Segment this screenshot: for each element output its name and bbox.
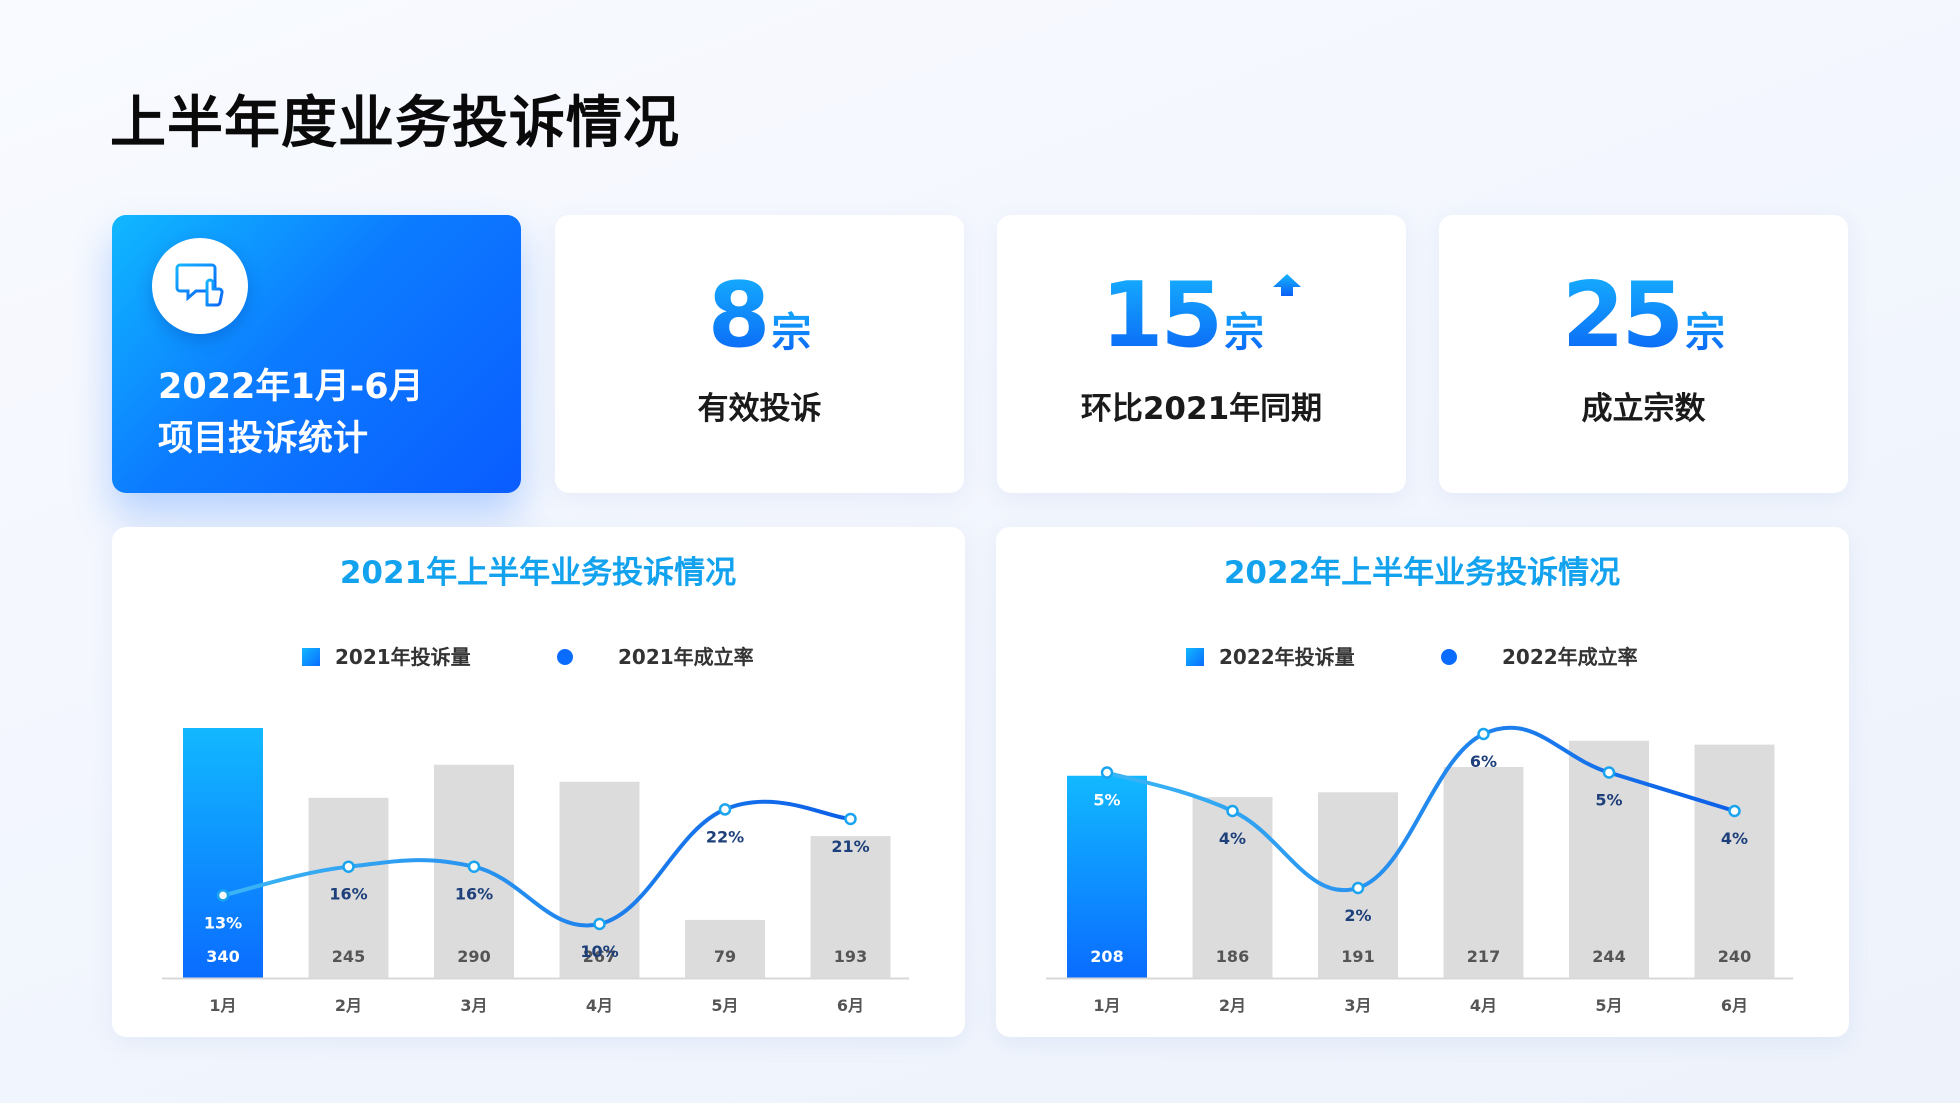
stat-label: 环比2021年同期 — [1080, 391, 1323, 427]
complaint-chat-icon — [152, 238, 248, 334]
chart-title: 2022年上半年业务投诉情况 — [1224, 555, 1620, 591]
x-tick-label: 4月 — [1470, 996, 1497, 1015]
x-tick-label: 1月 — [209, 996, 236, 1015]
legend-line-label: 2021年成立率 — [618, 645, 754, 669]
rate-point — [1100, 766, 1114, 779]
bar — [685, 919, 765, 978]
stat-value: 25 — [1561, 263, 1684, 368]
rate-label: 2% — [1344, 906, 1371, 925]
rate-label: 21% — [831, 837, 869, 856]
rate-line — [221, 799, 853, 928]
stat-value: 15 — [1100, 263, 1223, 368]
chart-2022: 2022年上半年业务投诉情况 2022年投诉量 2022年成立率 208 1月 186 2月… — [1046, 555, 1793, 1015]
chart-2021: 2021年上半年业务投诉情况 2021年投诉量 2021年成立率 340 1月 245 2月… — [162, 555, 909, 1015]
bar — [1067, 775, 1147, 978]
rate-point — [1477, 727, 1490, 741]
x-tick-label: 3月 — [1344, 996, 1371, 1015]
legend-line-marker — [1441, 649, 1457, 665]
rate-point — [342, 860, 355, 873]
hero-period: 2022年1月-6月 — [158, 367, 424, 407]
stat-label: 有效投诉 — [697, 391, 822, 427]
bar — [559, 781, 640, 978]
stat-card-established: 25 宗 成立宗数 — [1439, 215, 1848, 493]
chart-legend: 2021年投诉量 2021年成立率 — [302, 645, 754, 669]
bar — [183, 728, 263, 978]
rate-label: 16% — [329, 885, 367, 904]
x-tick-label: 6月 — [1721, 996, 1748, 1015]
stat-unit: 宗 — [1685, 300, 1725, 358]
bar — [1443, 767, 1524, 978]
bar-value-label: 267 — [583, 947, 616, 966]
chart-title: 2021年上半年业务投诉情况 — [340, 555, 736, 591]
bar-value-label: 186 — [1216, 947, 1249, 966]
legend-bar-swatch — [1186, 648, 1204, 666]
rate-label: 6% — [1470, 752, 1497, 771]
rate-label: 13% — [204, 913, 242, 932]
x-tick-label: 1月 — [1093, 996, 1120, 1015]
rate-point — [718, 803, 732, 816]
x-tick-label: 5月 — [711, 996, 738, 1015]
stat-card-valid-complaints: 8 宗 有效投诉 — [555, 215, 964, 493]
chart-card-2021: 2021年上半年业务投诉情况 2021年投诉量 2021年成立率 340 1月 245 2月… — [112, 527, 965, 1037]
stat-value: 8 — [707, 263, 771, 368]
bar-value-label: 340 — [206, 947, 239, 966]
bar-value-label: 79 — [714, 947, 736, 966]
bar-value-label: 208 — [1090, 947, 1123, 966]
rate-label: 4% — [1219, 829, 1246, 848]
rate-point — [1351, 881, 1365, 895]
rate-point — [1602, 766, 1616, 779]
rate-point — [593, 917, 606, 931]
x-tick-label: 6月 — [837, 996, 864, 1015]
x-tick-label: 5月 — [1595, 996, 1622, 1015]
bar — [810, 836, 891, 978]
page-title: 上半年度业务投诉情况 — [110, 91, 680, 156]
hero-subtitle: 项目投诉统计 — [158, 419, 369, 459]
rate-label: 16% — [455, 885, 493, 904]
chart-legend: 2022年投诉量 2022年成立率 — [1186, 645, 1638, 669]
bar — [308, 797, 389, 978]
bar-value-label: 240 — [1718, 947, 1751, 966]
chart-card-2022: 2022年上半年业务投诉情况 2022年投诉量 2022年成立率 208 1月 186 2月… — [996, 527, 1849, 1037]
bar-value-label: 290 — [457, 947, 490, 966]
rate-point — [216, 889, 230, 902]
rate-point — [467, 860, 481, 873]
stat-unit: 宗 — [771, 300, 811, 358]
x-tick-label: 4月 — [586, 996, 613, 1015]
rate-label: 5% — [1093, 791, 1120, 810]
rate-label: 4% — [1721, 829, 1748, 848]
bar-value-label: 191 — [1341, 947, 1374, 966]
bar-value-label: 193 — [834, 947, 867, 966]
summary-hero-card: 2022年1月-6月 项目投诉统计 — [112, 215, 521, 493]
rate-point — [844, 812, 857, 826]
legend-bar-label: 2022年投诉量 — [1219, 645, 1355, 669]
stat-unit: 宗 — [1224, 300, 1264, 358]
rate-label: 10% — [580, 942, 618, 961]
rate-label: 22% — [706, 827, 744, 846]
rate-point — [1728, 804, 1741, 818]
rate-point — [1226, 804, 1239, 818]
bar — [1694, 744, 1775, 978]
legend-line-marker — [557, 649, 573, 665]
stat-card-yoy: 15 宗 环比2021年同期 — [997, 215, 1406, 493]
bar-value-label: 217 — [1467, 947, 1500, 966]
bar-value-label: 245 — [332, 947, 365, 966]
legend-line-label: 2022年成立率 — [1502, 645, 1638, 669]
legend-bar-swatch — [302, 648, 320, 666]
arrow-up-icon — [1273, 274, 1302, 296]
x-tick-label: 2月 — [1219, 996, 1246, 1015]
legend-bar-label: 2021年投诉量 — [335, 645, 471, 669]
x-tick-label: 2月 — [335, 996, 362, 1015]
bar-value-label: 244 — [1592, 947, 1625, 966]
stat-label: 成立宗数 — [1581, 391, 1706, 427]
x-tick-label: 3月 — [460, 996, 487, 1015]
rate-label: 5% — [1595, 791, 1622, 810]
